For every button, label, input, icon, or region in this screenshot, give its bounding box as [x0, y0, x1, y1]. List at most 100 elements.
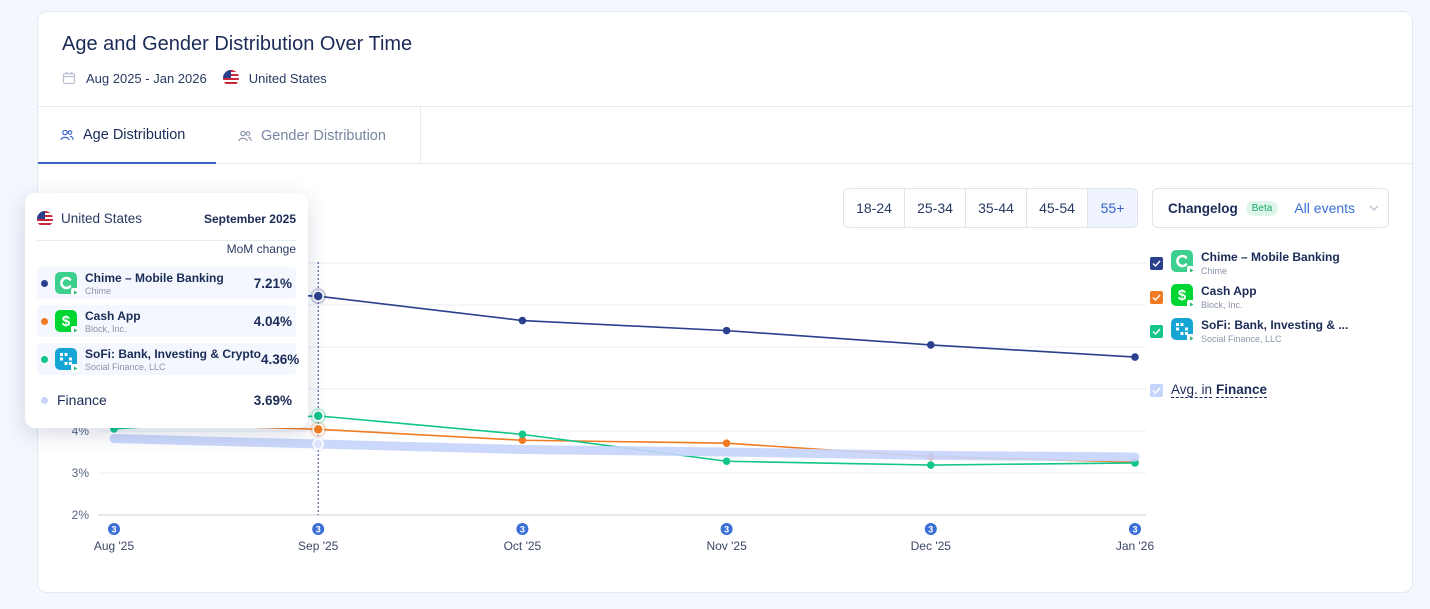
changelog-dropdown[interactable]: Changelog Beta All events — [1152, 188, 1389, 228]
country-label: United States — [248, 70, 327, 86]
us-flag-icon — [37, 210, 53, 227]
event-marker-count: 3 — [111, 525, 116, 535]
tooltip-app-name: Cash App — [85, 308, 141, 323]
cash-app-icon: $ — [1171, 284, 1195, 308]
y-tick-label: 3% — [72, 466, 90, 480]
data-point — [518, 316, 527, 325]
legend-checkbox[interactable] — [1150, 257, 1163, 270]
legend-item-chime[interactable]: Chime – Mobile Banking Chime — [1150, 246, 1348, 280]
series-dot — [41, 396, 48, 404]
data-point — [722, 439, 731, 447]
event-marker — [924, 523, 937, 535]
tooltip-header: United States September 2025 — [37, 205, 296, 241]
sofi-app-icon — [1171, 318, 1195, 342]
us-flag-icon — [222, 70, 239, 86]
series-dot — [41, 317, 48, 325]
tooltip-finance-label: Finance — [57, 392, 107, 408]
chart-tooltip: United States September 2025 MoM change … — [25, 193, 308, 428]
data-point — [927, 341, 935, 349]
x-tick-label: Dec '25 — [911, 539, 952, 553]
tab-age-distribution[interactable]: Age Distribution — [38, 107, 216, 164]
legend-checkbox[interactable] — [1150, 325, 1163, 338]
hover-point — [312, 423, 324, 436]
tooltip-country: United States — [61, 211, 143, 226]
x-tick-label: Sep '25 — [298, 539, 339, 553]
hover-point — [312, 410, 324, 422]
event-marker-count: 3 — [520, 525, 525, 535]
age-bucket-18-24[interactable]: 18-24 — [844, 189, 905, 227]
x-tick-label: Aug '25 — [94, 539, 135, 553]
beta-badge: Beta — [1245, 200, 1279, 216]
x-tick-label: Jan '26 — [1116, 539, 1155, 553]
tooltip-publisher: Chime — [85, 285, 112, 296]
tooltip-row-chime: Chime – Mobile Banking Chime 7.21% — [37, 267, 296, 299]
sofi-app-icon — [55, 348, 79, 372]
tab-label: Gender Distribution — [261, 127, 386, 144]
x-tick-label: Nov '25 — [706, 539, 747, 553]
legend-app-name: Cash App — [1201, 284, 1257, 298]
tooltip-value: 4.36% — [261, 351, 300, 367]
age-bucket-selector: 18-24 25-34 35-44 45-54 55+ — [843, 188, 1138, 228]
data-point — [722, 326, 731, 335]
chevron-down-icon — [1369, 205, 1379, 211]
chime-app-icon — [1171, 250, 1195, 274]
tooltip-value: 3.69% — [253, 392, 292, 408]
age-bucket-25-34[interactable]: 25-34 — [905, 189, 966, 227]
svg-text:$: $ — [62, 313, 71, 329]
event-marker — [720, 523, 733, 535]
event-marker — [1129, 523, 1141, 535]
tooltip-publisher: Social Finance, LLC — [85, 361, 166, 372]
tooltip-app-name: SoFi: Bank, Investing & Crypto — [85, 346, 262, 361]
event-marker-count: 3 — [724, 525, 729, 535]
tooltip-value: 7.21% — [253, 275, 292, 291]
changelog-label: Changelog — [1168, 200, 1238, 216]
legend-checkbox[interactable] — [1150, 383, 1163, 397]
event-marker — [312, 523, 325, 535]
legend-publisher: Chime — [1201, 266, 1228, 276]
tooltip-row-sofi: SoFi: Bank, Investing & Crypto Social Fi… — [37, 343, 300, 375]
data-point — [1131, 353, 1139, 361]
event-marker — [516, 523, 529, 535]
event-marker-count: 3 — [1132, 525, 1137, 535]
tooltip-app-name: Chime – Mobile Banking — [85, 270, 224, 285]
y-tick-label: 2% — [72, 508, 90, 522]
event-marker-count: 3 — [928, 525, 933, 535]
avg-prefix: Avg. in — [1171, 382, 1213, 398]
tab-bar: Age Distribution Gender Distribution — [38, 106, 1412, 164]
chime-app-icon — [55, 272, 79, 296]
tooltip-month: September 2025 — [203, 211, 296, 226]
legend-item-sofi[interactable]: SoFi: Bank, Investing & ... Social Finan… — [1150, 314, 1348, 348]
legend-app-name: Chime – Mobile Banking — [1201, 250, 1340, 264]
legend-checkbox[interactable] — [1150, 291, 1163, 304]
tooltip-row-finance: Finance 3.69% — [37, 389, 296, 411]
avg-category: Finance — [1216, 382, 1268, 398]
changelog-selected-value: All events — [1294, 200, 1356, 216]
cash-app-icon: $ — [55, 310, 79, 334]
hover-point — [312, 438, 324, 450]
date-range: Aug 2025 - Jan 2026 — [86, 70, 207, 86]
tooltip-value: 4.04% — [253, 313, 292, 329]
calendar-icon — [62, 71, 76, 85]
series-line — [109, 434, 1140, 462]
legend-item-cash-app[interactable]: $ Cash App Block, Inc. — [1150, 280, 1348, 314]
age-bucket-35-44[interactable]: 35-44 — [966, 189, 1027, 227]
tab-label: Age Distribution — [83, 126, 186, 143]
header-meta: Aug 2025 - Jan 2026 United States — [62, 70, 327, 86]
users-icon — [60, 129, 74, 141]
legend-item-finance-average[interactable]: Avg. in Finance — [1150, 382, 1268, 398]
age-bucket-45-54[interactable]: 45-54 — [1027, 189, 1088, 227]
legend-app-name: SoFi: Bank, Investing & ... — [1201, 318, 1349, 332]
hover-point — [312, 290, 324, 302]
users-icon — [238, 130, 252, 142]
series-dot — [41, 355, 48, 363]
svg-text:$: $ — [1178, 287, 1187, 303]
data-point — [518, 436, 527, 445]
data-point — [518, 430, 527, 439]
legend-publisher: Social Finance, LLC — [1201, 334, 1282, 344]
tooltip-row-cash-app: $ Cash App Block, Inc. 4.04% — [37, 305, 296, 337]
data-point — [927, 461, 935, 469]
chart-legend: Chime – Mobile Banking Chime $ Cash App … — [1150, 246, 1348, 348]
age-bucket-55-plus[interactable]: 55+ — [1088, 189, 1137, 227]
tab-gender-distribution[interactable]: Gender Distribution — [216, 107, 421, 164]
page-title: Age and Gender Distribution Over Time — [62, 33, 413, 55]
